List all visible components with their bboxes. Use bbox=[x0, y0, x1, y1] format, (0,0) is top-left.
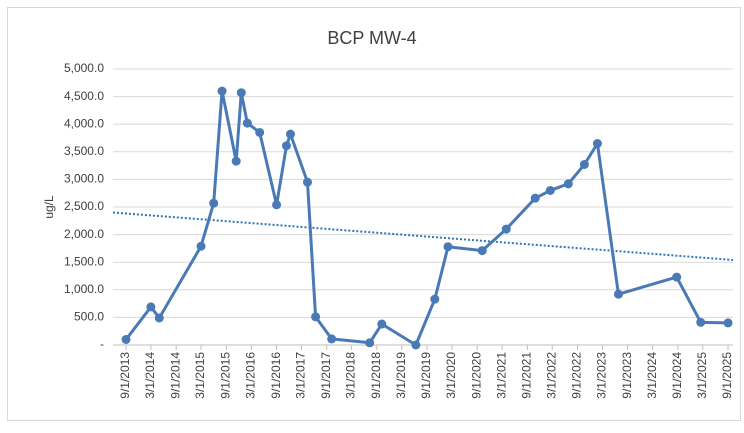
data-point bbox=[311, 312, 321, 322]
data-point bbox=[242, 118, 252, 128]
data-point bbox=[377, 319, 387, 329]
data-point bbox=[154, 313, 164, 323]
data-point bbox=[281, 141, 291, 151]
x-tick-label: 3/1/2021 bbox=[494, 352, 508, 399]
data-point bbox=[272, 200, 282, 210]
x-tick-label: 9/1/2013 bbox=[118, 352, 132, 399]
data-point bbox=[545, 185, 555, 195]
y-tick-label: 2,500.0 bbox=[64, 199, 104, 213]
x-tick-label: 3/1/2024 bbox=[645, 352, 659, 399]
y-tick-label: 3,500.0 bbox=[64, 144, 104, 158]
data-point bbox=[563, 179, 573, 189]
data-point bbox=[530, 193, 540, 203]
data-point bbox=[236, 88, 246, 98]
data-point bbox=[723, 318, 733, 328]
data-point bbox=[477, 246, 487, 256]
data-point bbox=[579, 159, 589, 169]
data-point bbox=[613, 289, 623, 299]
y-tick-label: - bbox=[100, 337, 104, 351]
data-point bbox=[196, 241, 206, 251]
x-tick-label: 9/1/2016 bbox=[269, 352, 283, 399]
y-tick-label: 500.0 bbox=[74, 310, 104, 324]
y-tick-label: 2,000.0 bbox=[64, 227, 104, 241]
x-tick-label: 3/1/2023 bbox=[595, 352, 609, 399]
x-tick-label: 3/1/2015 bbox=[193, 352, 207, 399]
data-point bbox=[255, 127, 265, 137]
x-tick-label: 9/1/2021 bbox=[520, 352, 534, 399]
x-tick-label: 9/1/2015 bbox=[218, 352, 232, 399]
y-tick-label: 4,500.0 bbox=[64, 89, 104, 103]
x-tick-label: 9/1/2025 bbox=[720, 352, 734, 399]
y-tick-label: 5,000.0 bbox=[64, 61, 104, 75]
data-point bbox=[209, 198, 219, 208]
x-tick-label: 9/1/2024 bbox=[670, 352, 684, 399]
data-point bbox=[501, 224, 511, 234]
data-point bbox=[696, 317, 706, 327]
data-point bbox=[592, 139, 602, 149]
data-point bbox=[217, 86, 227, 96]
x-tick-label: 3/1/2014 bbox=[143, 352, 157, 399]
x-tick-label: 3/1/2025 bbox=[695, 352, 709, 399]
x-tick-label: 3/1/2019 bbox=[394, 352, 408, 399]
chart-title: BCP MW-4 bbox=[327, 28, 416, 48]
data-point bbox=[231, 156, 241, 166]
y-tick-label: 1,000.0 bbox=[64, 282, 104, 296]
x-tick-label: 9/1/2020 bbox=[469, 352, 483, 399]
x-tick-label: 3/1/2016 bbox=[243, 352, 257, 399]
x-tick-label: 9/1/2019 bbox=[419, 352, 433, 399]
x-tick-label: 9/1/2017 bbox=[319, 352, 333, 399]
data-point bbox=[430, 294, 440, 304]
x-tick-label: 9/1/2023 bbox=[620, 352, 634, 399]
x-tick-label: 3/1/2022 bbox=[544, 352, 558, 399]
y-tick-label: 1,500.0 bbox=[64, 254, 104, 268]
x-tick-label: 3/1/2017 bbox=[294, 352, 308, 399]
x-tick-label: 3/1/2018 bbox=[344, 352, 358, 399]
data-point bbox=[365, 338, 375, 348]
x-tick-label: 9/1/2014 bbox=[168, 352, 182, 399]
y-tick-label: 4,000.0 bbox=[64, 116, 104, 130]
y-axis-label: ug/L bbox=[42, 195, 56, 219]
x-tick-label: 3/1/2020 bbox=[444, 352, 458, 399]
y-tick-label: 3,000.0 bbox=[64, 172, 104, 186]
data-point bbox=[121, 334, 131, 344]
data-point bbox=[672, 272, 682, 282]
data-point bbox=[443, 242, 453, 252]
data-point bbox=[285, 129, 295, 139]
data-point bbox=[327, 334, 337, 344]
data-point bbox=[411, 340, 421, 350]
x-tick-label: 9/1/2022 bbox=[570, 352, 584, 399]
x-tick-label: 9/1/2018 bbox=[369, 352, 383, 399]
data-point bbox=[146, 302, 156, 312]
data-point bbox=[302, 177, 312, 187]
